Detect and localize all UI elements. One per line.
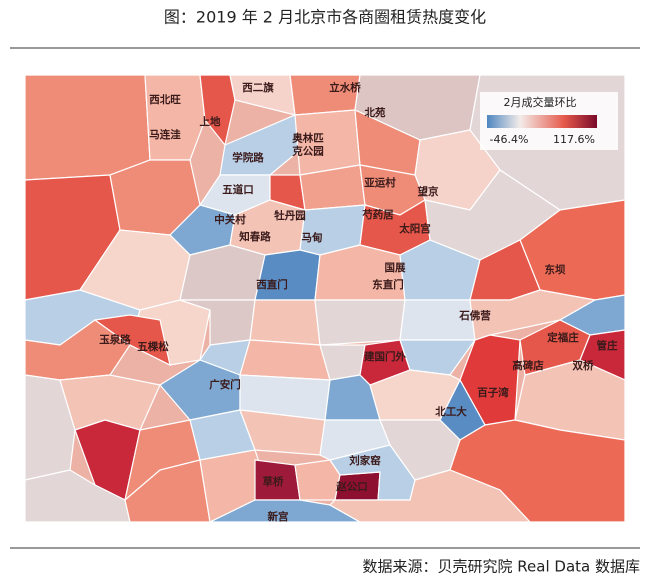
colorbar bbox=[487, 115, 597, 128]
district-label: 西二旗 bbox=[242, 81, 274, 94]
district-label: 太阳宫 bbox=[398, 222, 431, 235]
district-label: 北苑 bbox=[365, 106, 386, 119]
district-label: 管庄 bbox=[597, 339, 618, 352]
district-label: 玉泉路 bbox=[99, 333, 131, 346]
district-label: 马甸 bbox=[302, 231, 323, 244]
district-label: 东坝 bbox=[545, 263, 566, 276]
district-label: 赵公口 bbox=[335, 480, 368, 493]
district-label: 亚运村 bbox=[364, 176, 396, 189]
legend: 2月成交量环比 -46.4% 117.6% bbox=[480, 92, 618, 150]
district-label: 马连洼 bbox=[149, 128, 181, 141]
district-label: 芍药居 bbox=[362, 208, 394, 221]
district-label: 草桥 bbox=[263, 475, 284, 488]
district-label: 牡丹园 bbox=[274, 209, 306, 222]
legend-title: 2月成交量环比 bbox=[504, 95, 577, 109]
district-label: 百子湾 bbox=[477, 386, 509, 399]
district-label: 西北旺 bbox=[149, 93, 181, 106]
district-label: 高碑店 bbox=[512, 359, 544, 372]
district-label: 双桥 bbox=[572, 359, 594, 372]
district-label: 知春路 bbox=[239, 230, 271, 243]
district-label: 国展 bbox=[385, 262, 406, 274]
legend-max: 117.6% bbox=[553, 133, 595, 146]
district-label: 建国门外 bbox=[363, 350, 406, 363]
district-label: 北工大 bbox=[435, 405, 467, 418]
district-label: 西直门 bbox=[256, 278, 288, 291]
district-label: 望京 bbox=[418, 185, 439, 198]
district-label: 克公园 bbox=[292, 145, 324, 158]
district-label: 学院路 bbox=[232, 151, 264, 164]
district-label: 五道口 bbox=[222, 183, 254, 196]
legend-min: -46.4% bbox=[490, 133, 529, 146]
district-label: 新宫 bbox=[268, 510, 289, 523]
district-label: 中关村 bbox=[214, 213, 246, 226]
district-label: 定福庄 bbox=[546, 331, 579, 344]
district-label: 刘家窑 bbox=[349, 454, 381, 467]
district-label: 上地 bbox=[200, 115, 221, 128]
source: 数据来源：贝壳研究院 Real Data 数据库 bbox=[363, 558, 640, 576]
district-label: 立水桥 bbox=[329, 81, 361, 94]
district-label: 东直门 bbox=[372, 278, 404, 291]
district-label: 奥林匹 bbox=[292, 132, 324, 145]
title: 图：2019 年 2 月北京市各商圈租赁热度变化 bbox=[164, 8, 486, 27]
district-label: 五棵松 bbox=[137, 340, 169, 353]
district-label: 广安门 bbox=[209, 378, 241, 391]
district-label: 石佛营 bbox=[458, 309, 491, 322]
